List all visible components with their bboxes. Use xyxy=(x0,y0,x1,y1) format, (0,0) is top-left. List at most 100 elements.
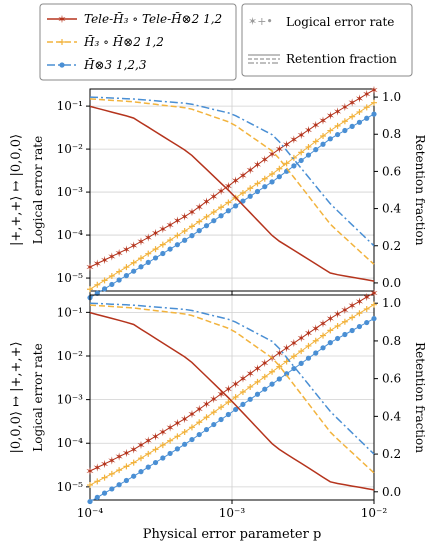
dot-marker xyxy=(276,174,282,180)
dot-marker xyxy=(109,281,115,288)
dot-marker xyxy=(269,381,275,387)
star-marker: ✶ xyxy=(260,357,269,370)
dot-marker xyxy=(276,376,282,382)
star-marker: ✶ xyxy=(151,227,160,240)
retention-line xyxy=(89,311,375,491)
plus-marker xyxy=(167,237,174,244)
dot-marker xyxy=(349,123,355,130)
dot-marker xyxy=(284,371,290,377)
dot-marker xyxy=(138,469,144,475)
plus-marker xyxy=(94,281,101,288)
dot-marker xyxy=(101,286,108,292)
star-marker: ✶ xyxy=(318,317,327,330)
dot-marker xyxy=(320,141,326,147)
star-marker: ✶ xyxy=(282,138,291,151)
star-marker: ✶ xyxy=(107,454,116,467)
dot-marker xyxy=(203,426,210,433)
legend-label: Tele-H̄₃ ∘ Tele-H̄⊗2 1,2 xyxy=(84,11,222,26)
plus-marker xyxy=(108,470,115,477)
dot-marker xyxy=(218,213,224,219)
dot-marker xyxy=(305,355,312,361)
retention-line xyxy=(89,105,375,282)
star-marker: ✶ xyxy=(224,180,233,193)
plus-marker xyxy=(269,170,276,177)
plus-marker xyxy=(320,332,327,339)
star-marker: ✶ xyxy=(224,383,233,396)
dot-marker xyxy=(342,331,348,338)
star-marker: ✶ xyxy=(340,101,349,114)
plus-marker xyxy=(312,337,319,344)
y-left-tick-label: 10⁻² xyxy=(57,349,84,363)
plus-marker xyxy=(167,437,174,444)
y-right-tick-label: 0.4 xyxy=(382,409,401,423)
star-marker: ✶ xyxy=(216,185,225,198)
dot-marker xyxy=(305,152,312,158)
x-axis-label: Physical error parameter p xyxy=(143,527,322,542)
dot-marker xyxy=(356,323,363,330)
dot-marker xyxy=(313,147,319,153)
star-marker: ✶ xyxy=(202,398,211,411)
dot-marker xyxy=(203,223,210,229)
dot-marker xyxy=(298,157,304,164)
star-marker: ✶ xyxy=(173,215,182,228)
row-label: |0,0,0⟩ ↦ |+,+,+⟩ xyxy=(9,341,24,453)
star-marker: ✶ xyxy=(260,153,269,166)
plus-marker xyxy=(363,305,370,312)
dot-marker xyxy=(123,477,130,484)
y-right-tick-label: 0.4 xyxy=(382,202,401,216)
star-marker: ✶ xyxy=(57,13,66,26)
dot-marker xyxy=(189,233,195,239)
y-left-axis-label: Logical error rate xyxy=(31,343,45,451)
star-marker: ✶ xyxy=(100,458,109,471)
plus-marker xyxy=(174,232,181,239)
dot-marker xyxy=(247,396,253,402)
plus-marker xyxy=(123,463,130,470)
dot-marker xyxy=(254,188,261,195)
legend-label: Retention fraction xyxy=(286,52,397,66)
plus-marker xyxy=(261,175,268,182)
plus-marker xyxy=(116,268,123,275)
plus-marker xyxy=(123,264,130,271)
y-left-tick-label: 10⁻¹ xyxy=(57,305,83,319)
dot-marker xyxy=(145,259,151,265)
dot-marker xyxy=(167,450,173,457)
plus-marker xyxy=(349,113,356,120)
star-marker: ✶ xyxy=(202,196,211,209)
star-marker: ✶ xyxy=(238,373,247,386)
dot-marker xyxy=(116,482,122,488)
y-right-axis-label: Retention fraction xyxy=(413,342,427,453)
plus-marker xyxy=(312,138,319,145)
x-tick-label: 10⁻³ xyxy=(219,506,246,520)
dot-marker xyxy=(298,360,304,366)
star-marker: ✶ xyxy=(246,164,255,177)
plus-marker xyxy=(283,358,290,365)
plus-marker xyxy=(181,428,188,435)
dot-marker xyxy=(225,411,231,418)
star-marker: ✶ xyxy=(304,327,313,340)
y-right-tick-label: 0.0 xyxy=(382,276,401,290)
error-rate-markers xyxy=(87,315,377,505)
plus-marker xyxy=(341,118,348,125)
star-marker: ✶ xyxy=(93,461,102,474)
plus-marker xyxy=(210,409,217,416)
plus-marker xyxy=(87,286,93,293)
retention-line xyxy=(89,302,375,455)
dot-marker xyxy=(233,203,239,209)
y-left-tick-label: 10⁻⁴ xyxy=(57,228,84,242)
plus-marker xyxy=(94,478,101,485)
dot-marker xyxy=(152,459,159,466)
plus-marker xyxy=(137,255,144,262)
plus-marker xyxy=(203,213,210,220)
plus-marker xyxy=(356,108,363,115)
dot-marker xyxy=(123,273,130,279)
plus-marker xyxy=(327,327,334,334)
dot-marker xyxy=(225,208,231,214)
star-marker: ✶ xyxy=(195,201,204,214)
dot-marker xyxy=(334,131,341,138)
star-marker: ✶ xyxy=(93,258,102,271)
dot-marker xyxy=(313,350,319,356)
star-marker: ✶ xyxy=(115,451,124,464)
y-left-tick-label: 10⁻¹ xyxy=(57,99,83,113)
dot-marker xyxy=(218,416,224,423)
plus-marker xyxy=(298,149,305,156)
